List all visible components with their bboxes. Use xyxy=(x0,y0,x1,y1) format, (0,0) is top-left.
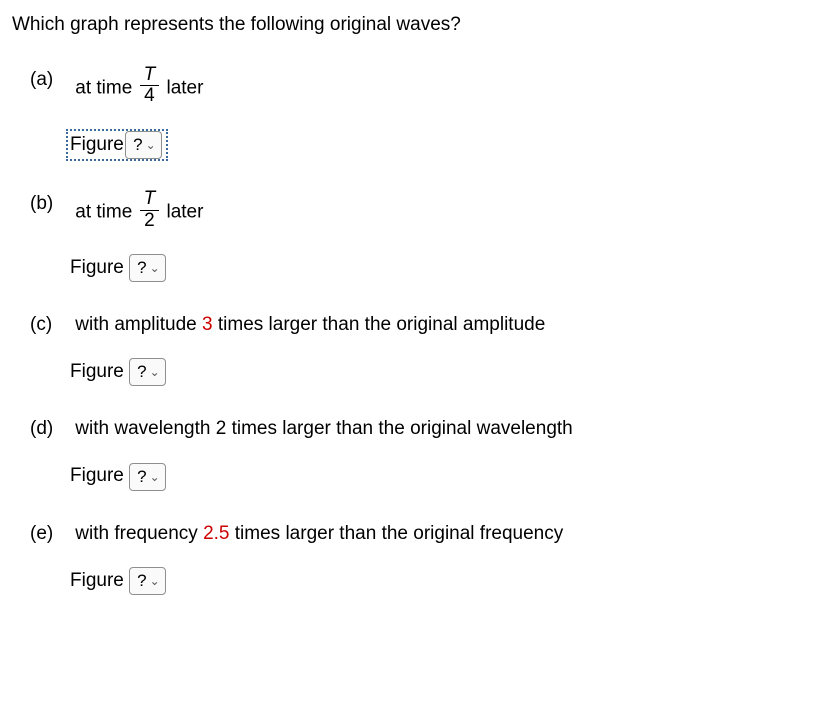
figure-select[interactable]: ?⌄ xyxy=(129,567,166,595)
chevron-down-icon: ⌄ xyxy=(150,469,160,486)
part-text: at time T4 later xyxy=(75,67,203,110)
figure-row: Figure ?⌄ xyxy=(30,254,803,282)
part-label: (b) xyxy=(30,191,70,218)
figure-row: Figure ?⌄ xyxy=(30,129,803,161)
figure-select[interactable]: ?⌄ xyxy=(129,463,166,491)
select-value: ? xyxy=(137,360,146,384)
select-value: ? xyxy=(137,256,146,280)
text-after: later xyxy=(161,202,203,223)
figure-select[interactable]: ?⌄ xyxy=(125,131,162,159)
part-text: with wavelength 2 times larger than the … xyxy=(75,416,572,443)
question-title: Which graph represents the following ori… xyxy=(12,12,803,39)
part-text: with frequency 2.5 times larger than the… xyxy=(75,521,563,548)
fraction: T4 xyxy=(140,65,160,108)
fraction-numerator: T xyxy=(140,65,160,87)
fraction-denominator: 2 xyxy=(140,211,160,232)
part-label: (d) xyxy=(30,416,70,443)
figure-label: Figure xyxy=(70,568,124,595)
part-c: (c) with amplitude 3 times larger than t… xyxy=(12,312,803,386)
part-label: (e) xyxy=(30,521,70,548)
figure-select[interactable]: ?⌄ xyxy=(129,358,166,386)
figure-label: Figure xyxy=(70,132,124,159)
part-label: (c) xyxy=(30,312,70,339)
part-label: (a) xyxy=(30,67,70,94)
select-value: ? xyxy=(137,569,146,593)
text-before: with amplitude xyxy=(75,314,202,335)
highlight-number: 2.5 xyxy=(203,523,229,544)
figure-row: Figure ?⌄ xyxy=(30,463,803,491)
fraction-numerator: T xyxy=(140,189,160,211)
part-a: (a) at time T4 later Figure ?⌄ xyxy=(12,67,803,162)
text-after: later xyxy=(161,77,203,98)
part-d: (d) with wavelength 2 times larger than … xyxy=(12,416,803,490)
text-before: with frequency xyxy=(75,523,203,544)
figure-label: Figure xyxy=(70,359,124,386)
figure-select[interactable]: ?⌄ xyxy=(129,254,166,282)
part-e: (e) with frequency 2.5 times larger than… xyxy=(12,521,803,595)
chevron-down-icon: ⌄ xyxy=(146,137,156,154)
select-value: ? xyxy=(133,133,142,157)
text-after: times larger than the original amplitude xyxy=(213,314,546,335)
text-after: times larger than the original frequency xyxy=(230,523,564,544)
figure-label: Figure xyxy=(70,255,124,282)
chevron-down-icon: ⌄ xyxy=(150,364,160,381)
part-text: with amplitude 3 times larger than the o… xyxy=(75,312,545,339)
fraction: T2 xyxy=(140,189,160,232)
figure-row: Figure ?⌄ xyxy=(30,358,803,386)
text-before: at time xyxy=(75,77,137,98)
part-b: (b) at time T2 later Figure ?⌄ xyxy=(12,191,803,282)
chevron-down-icon: ⌄ xyxy=(150,573,160,590)
text-before: at time xyxy=(75,202,137,223)
figure-label: Figure xyxy=(70,463,124,490)
part-text: at time T2 later xyxy=(75,191,203,234)
chevron-down-icon: ⌄ xyxy=(150,260,160,277)
highlight-number: 3 xyxy=(202,314,213,335)
fraction-denominator: 4 xyxy=(140,86,160,107)
figure-row: Figure ?⌄ xyxy=(30,567,803,595)
select-value: ? xyxy=(137,465,146,489)
focused-select-wrapper: Figure ?⌄ xyxy=(66,129,168,161)
